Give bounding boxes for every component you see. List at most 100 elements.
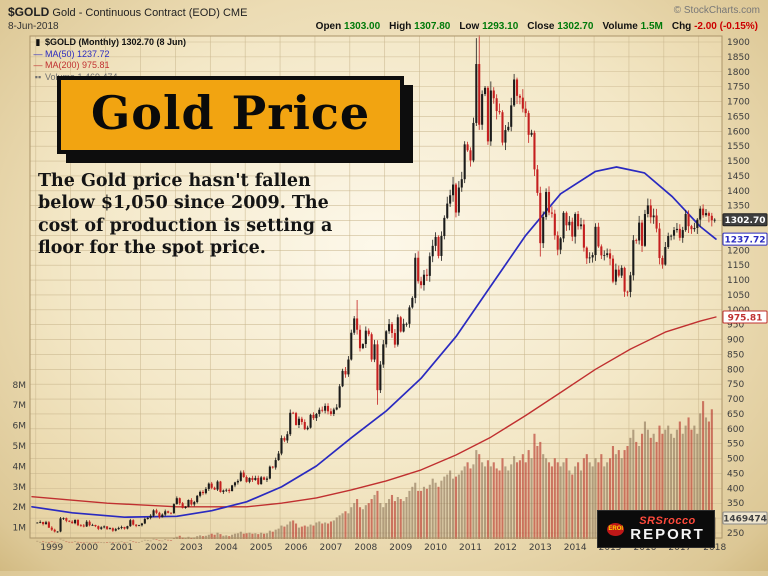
quote-high: High 1307.80 [389,21,451,32]
candlesticks [36,35,716,533]
ma50-price-box: 1237.72 [722,232,768,246]
svg-text:1999: 1999 [40,543,63,553]
svg-text:2009: 2009 [389,543,412,553]
svg-text:2006: 2006 [285,543,308,553]
svg-text:2015: 2015 [599,543,622,553]
ma200-line [31,316,717,508]
svg-text:2017: 2017 [668,543,691,553]
svg-text:900: 900 [727,336,744,346]
svg-text:1350: 1350 [727,202,750,212]
svg-text:1050: 1050 [727,291,750,301]
annotation-line: cost of production is setting a [38,215,333,236]
svg-text:2010: 2010 [424,543,447,553]
ma200-line-icon: — [33,60,43,70]
eroi-badge-icon: EROI [607,522,625,536]
svg-text:2007: 2007 [319,543,342,553]
svg-text:1650: 1650 [727,112,750,122]
volume-bars [36,401,716,544]
svg-text:2001: 2001 [110,543,133,553]
chart-header: $GOLD Gold - Continuous Contract (EOD) C… [8,5,247,19]
svg-text:2011: 2011 [459,543,482,553]
svg-text:1600: 1600 [727,127,750,137]
ticker-symbol: $GOLD [8,5,50,19]
svg-text:1200: 1200 [727,246,750,256]
svg-text:450: 450 [727,469,744,479]
svg-text:4M: 4M [13,462,27,472]
svg-text:1900: 1900 [727,38,750,48]
quote-row: Open 1303.00 High 1307.80 Low 1293.10 Cl… [316,21,758,32]
axis-labels: 2503003504004505005506006507007508008509… [13,38,751,553]
svg-text:1400: 1400 [727,187,750,197]
svg-text:650: 650 [727,410,744,420]
svg-text:950: 950 [727,321,744,331]
legend-ma200: — MA(200) 975.81 [33,60,110,70]
annotation-text: The Gold price hasn't fallen below $1,05… [38,170,358,260]
svg-text:2012: 2012 [494,543,517,553]
candlestick-icon: ▮ [35,37,41,47]
svg-text:1550: 1550 [727,142,750,152]
svg-text:2005: 2005 [250,543,273,553]
quote-open: Open 1303.00 [315,21,381,32]
svg-text:550: 550 [727,440,744,450]
srsrocco-report-logo: EROI SRSrocco REPORT [597,510,715,548]
svg-text:975.81: 975.81 [728,314,763,324]
svg-text:2M: 2M [13,503,27,513]
stockcharts-copyright: © StockCharts.com [673,5,760,16]
svg-text:3M: 3M [13,483,27,493]
svg-text:1500: 1500 [727,157,750,167]
legend-main: ▮ $GOLD (Monthly) 1302.70 (8 Jun) [33,37,187,49]
annotation-line: below $1,050 since 2009. The [38,193,329,214]
svg-text:1450: 1450 [727,172,750,182]
svg-text:1302.70: 1302.70 [725,216,766,226]
svg-text:6M: 6M [13,422,27,432]
annotation-line: The Gold price hasn't fallen [38,171,311,191]
svg-text:7M: 7M [13,401,27,411]
ma50-line [31,166,717,519]
chart-date: 8-Jun-2018 [8,21,59,32]
svg-text:700: 700 [727,395,744,405]
ma200-price-box: 975.81 [722,310,768,324]
svg-text:1850: 1850 [727,53,750,63]
svg-text:2014: 2014 [564,543,587,553]
svg-text:1150: 1150 [727,261,750,271]
close-price-box: 1302.70 [722,213,768,227]
svg-text:1700: 1700 [727,98,750,108]
svg-text:2004: 2004 [215,543,238,553]
svg-text:2018: 2018 [703,543,726,553]
svg-text:800: 800 [727,365,744,375]
volume-value-box: 1469474 [722,511,768,525]
svg-text:350: 350 [727,499,744,509]
quote-volume: Volume 1.5M [602,21,663,32]
svg-text:1M: 1M [13,524,27,534]
svg-text:250: 250 [727,529,744,539]
svg-text:1750: 1750 [727,83,750,93]
svg-text:400: 400 [727,484,744,494]
svg-text:1237.72: 1237.72 [725,236,766,246]
svg-text:5M: 5M [13,442,27,452]
quote-change: Chg -2.00 (-0.15%) [671,21,758,32]
svg-text:2008: 2008 [354,543,377,553]
svg-text:750: 750 [727,380,744,390]
svg-text:1100: 1100 [727,276,750,286]
volume-bars-icon: ▪▪ [34,71,42,82]
svg-text:2000: 2000 [75,543,98,553]
svg-text:500: 500 [727,455,744,465]
svg-text:850: 850 [727,350,744,360]
logo-line1: SRSrocco [639,515,696,527]
svg-text:8M: 8M [13,381,27,391]
svg-text:2003: 2003 [180,543,203,553]
legend-ma50: — MA(50) 1237.72 [33,48,110,59]
svg-text:2016: 2016 [634,543,657,553]
plot-border [29,35,723,539]
logo-line2: REPORT [630,526,705,543]
banner-title: Gold Price [91,86,371,140]
svg-text:1800: 1800 [727,68,750,78]
instrument-description: Gold - Continuous Contract (EOD) CME [52,7,248,19]
svg-text:2013: 2013 [529,543,552,553]
svg-text:600: 600 [727,425,744,435]
annotation-line: floor for the spot price. [38,238,266,259]
gold-price-banner: Gold Price [57,76,405,154]
quote-low: Low 1293.10 [459,21,519,32]
svg-text:2002: 2002 [145,543,168,553]
svg-text:1469474: 1469474 [723,515,767,525]
